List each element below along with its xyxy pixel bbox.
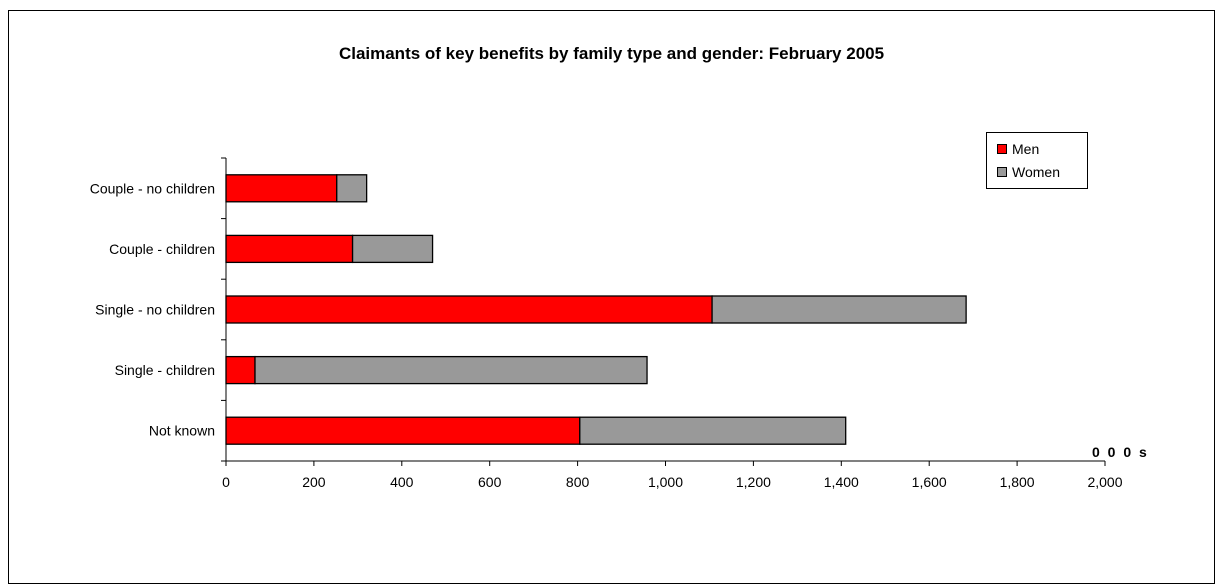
x-tick-label: 2,000 — [1087, 474, 1122, 490]
legend-label-men: Men — [1012, 141, 1040, 157]
chart-title: Claimants of key benefits by family type… — [338, 44, 885, 63]
legend-label-women: Women — [1012, 164, 1060, 180]
bar-men — [225, 355, 256, 385]
legend-swatch-women — [997, 167, 1007, 177]
y-category-label: Single - children — [115, 362, 215, 378]
x-tick-label: 1,200 — [736, 474, 771, 490]
bar-men — [225, 416, 581, 445]
x-tick-label: 0 — [222, 474, 230, 490]
x-tick-label: 1,600 — [912, 474, 947, 490]
x-tick-label: 800 — [566, 474, 590, 490]
x-tick-label: 200 — [302, 474, 326, 490]
x-tick-label: 1,400 — [824, 474, 859, 490]
x-tick-label: 1,000 — [648, 474, 683, 490]
bar-women — [579, 416, 847, 445]
bar-women — [711, 295, 967, 324]
x-tick-label: 1,800 — [1000, 474, 1035, 490]
x-tick-label: 600 — [478, 474, 502, 490]
legend: Men Women — [986, 132, 1088, 189]
y-category-label: Single - no children — [95, 302, 215, 318]
bar-men — [225, 174, 338, 203]
bar-men — [225, 234, 354, 264]
x-tick-label: 400 — [390, 474, 414, 490]
bar-women — [351, 234, 434, 264]
legend-item-women: Women — [997, 164, 1060, 180]
legend-item-men: Men — [997, 141, 1039, 157]
units-label: 0 0 0 s — [1092, 444, 1149, 460]
y-category-label: Couple - children — [109, 241, 215, 257]
bar-women — [254, 355, 648, 385]
y-category-label: Couple - no children — [90, 180, 215, 196]
legend-swatch-men — [997, 144, 1007, 154]
y-category-label: Not known — [149, 423, 215, 439]
bar-women — [336, 174, 368, 203]
bar-men — [225, 295, 713, 324]
